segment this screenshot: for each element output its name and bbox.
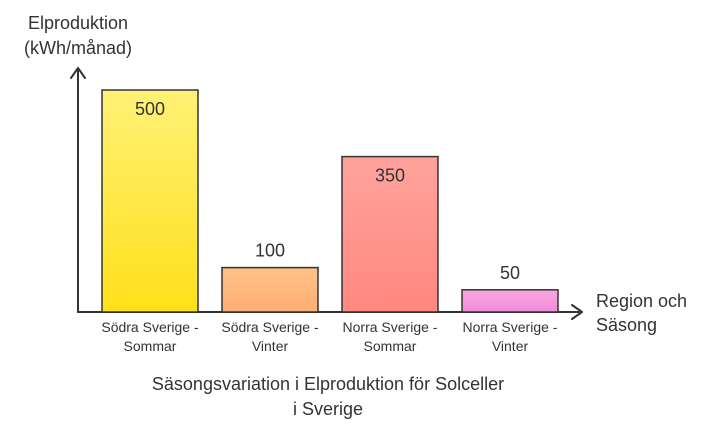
y-axis-arrowhead xyxy=(70,67,86,79)
x-axis-title-line-1: Region och xyxy=(596,291,687,311)
chart-title-line-1: Säsongsvariation i Elproduktion för Solc… xyxy=(152,374,504,394)
category-label-4-line-2: Vinter xyxy=(492,338,529,354)
bar-4 xyxy=(461,289,559,313)
category-label-2-line-1: Södra Sverige - xyxy=(221,319,319,335)
y-axis-title-line-1: Elproduktion xyxy=(28,13,128,33)
x-axis-arrowhead xyxy=(571,304,583,320)
category-label-3-line-2: Sommar xyxy=(364,338,417,354)
data-label-2: 100 xyxy=(255,241,285,261)
data-label-1: 500 xyxy=(135,99,165,119)
category-label-1-line-1: Södra Sverige - xyxy=(101,319,199,335)
category-label-1-line-2: Sommar xyxy=(124,338,177,354)
data-label-4: 50 xyxy=(500,263,520,283)
category-labels: Södra Sverige - Sommar Södra Sverige - Vint… xyxy=(101,319,557,354)
data-labels: 500 100 350 50 xyxy=(135,99,520,283)
category-label-3-line-1: Norra Sverige - xyxy=(343,319,438,335)
category-label-4-line-1: Norra Sverige - xyxy=(463,319,558,335)
bar-3 xyxy=(341,155,439,313)
data-label-3: 350 xyxy=(375,166,405,186)
bars xyxy=(101,89,559,313)
chart-title-line-2: i Sverige xyxy=(293,399,363,419)
bar-2 xyxy=(221,266,319,313)
y-axis-title-line-2: (kWh/månad) xyxy=(24,38,132,58)
category-label-2-line-2: Vinter xyxy=(252,338,289,354)
x-axis-title-line-2: Säsong xyxy=(596,315,657,335)
bar-1 xyxy=(101,89,199,313)
